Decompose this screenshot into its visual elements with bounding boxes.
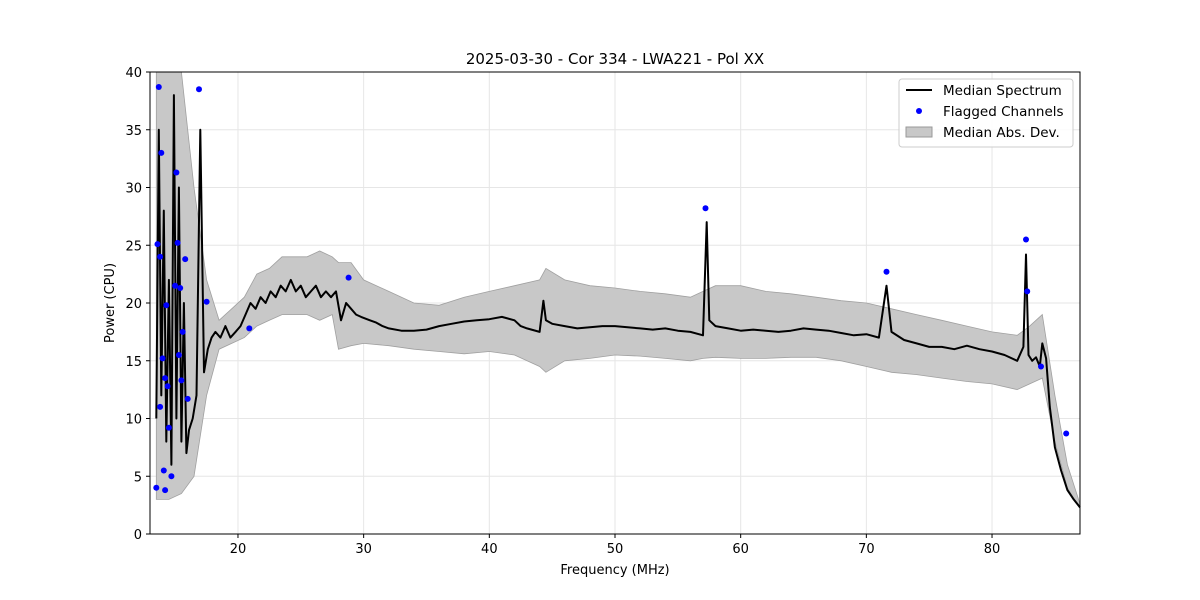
flagged-channel-point [1023, 236, 1029, 243]
flagged-channel-point [178, 377, 185, 384]
flagged-channel-point [162, 487, 169, 494]
x-tick-label: 80 [984, 542, 1001, 557]
flagged-channel-point [158, 149, 165, 156]
flagged-channel-point [163, 302, 170, 309]
x-tick-label: 30 [355, 542, 372, 557]
y-tick-label: 30 [125, 182, 142, 197]
flagged-channel-point [153, 484, 160, 491]
flagged-channel-point [1063, 430, 1070, 437]
legend-label-median-abs-dev: Median Abs. Dev. [943, 125, 1060, 141]
x-tick-label: 50 [607, 542, 624, 557]
y-tick-label: 10 [125, 413, 142, 428]
y-tick-label: 15 [125, 355, 142, 370]
y-axis: 0 5 10 15 20 25 30 35 40 [125, 66, 150, 543]
legend: Median Spectrum Flagged Channels Median … [898, 78, 1074, 148]
flagged-channel-point [164, 383, 171, 390]
flagged-channel-point [184, 395, 191, 402]
y-tick-label: 0 [134, 528, 142, 543]
legend-box [898, 78, 1074, 148]
legend-label-median-spectrum: Median Spectrum [943, 83, 1062, 99]
flagged-channel-point [157, 403, 164, 410]
flagged-channel-point [203, 298, 210, 305]
flagged-channel-point [154, 241, 161, 248]
median-line-layer [155, 94, 1081, 509]
y-tick-label: 5 [134, 470, 142, 485]
x-tick-label: 60 [732, 542, 749, 557]
x-axis: 20 30 40 50 60 70 80 [230, 534, 1001, 557]
y-tick-label: 20 [125, 297, 142, 312]
flagged-channel-point [155, 84, 162, 90]
chart-title: 2025-03-30 - Cor 334 - LWA221 - Pol XX [466, 50, 764, 68]
flagged-channel-point [172, 282, 179, 289]
y-tick-label: 25 [125, 239, 142, 254]
flagged-channel-point [165, 424, 172, 431]
flagged-channel-point [196, 86, 202, 93]
legend-label-flagged-channels: Flagged Channels [943, 104, 1064, 120]
x-tick-label: 40 [481, 542, 498, 557]
x-axis-label: Frequency (MHz) [560, 563, 669, 578]
flagged-channel-point [162, 375, 169, 382]
flagged-channel-point [174, 239, 181, 246]
x-tick-label: 70 [858, 542, 875, 557]
legend-fill-swatch [905, 126, 933, 138]
flagged-channel-point [157, 253, 164, 260]
flagged-channel-point [345, 274, 352, 281]
flagged-channel-point [173, 169, 180, 176]
flagged-channel-point [159, 355, 166, 362]
y-axis-label: Power (CPU) [103, 263, 118, 343]
median-spectrum-line [155, 94, 1081, 509]
flagged-channel-point [175, 352, 182, 358]
flagged-channel-point [177, 285, 184, 291]
legend-marker-swatch [916, 108, 922, 114]
flagged-channel-point [179, 328, 186, 335]
flagged-channel-point [1024, 288, 1031, 295]
flagged-points-layer [153, 84, 1070, 494]
flagged-channel-point [160, 467, 167, 474]
flagged-channel-point [246, 325, 253, 332]
flagged-channel-point [883, 268, 890, 275]
flagged-channel-point [702, 205, 709, 212]
y-tick-label: 40 [125, 66, 142, 81]
x-tick-label: 20 [230, 542, 247, 557]
flagged-channel-point [182, 256, 189, 263]
flagged-channel-point [1038, 363, 1044, 370]
flagged-channel-point [168, 473, 175, 480]
y-tick-label: 35 [125, 124, 142, 139]
